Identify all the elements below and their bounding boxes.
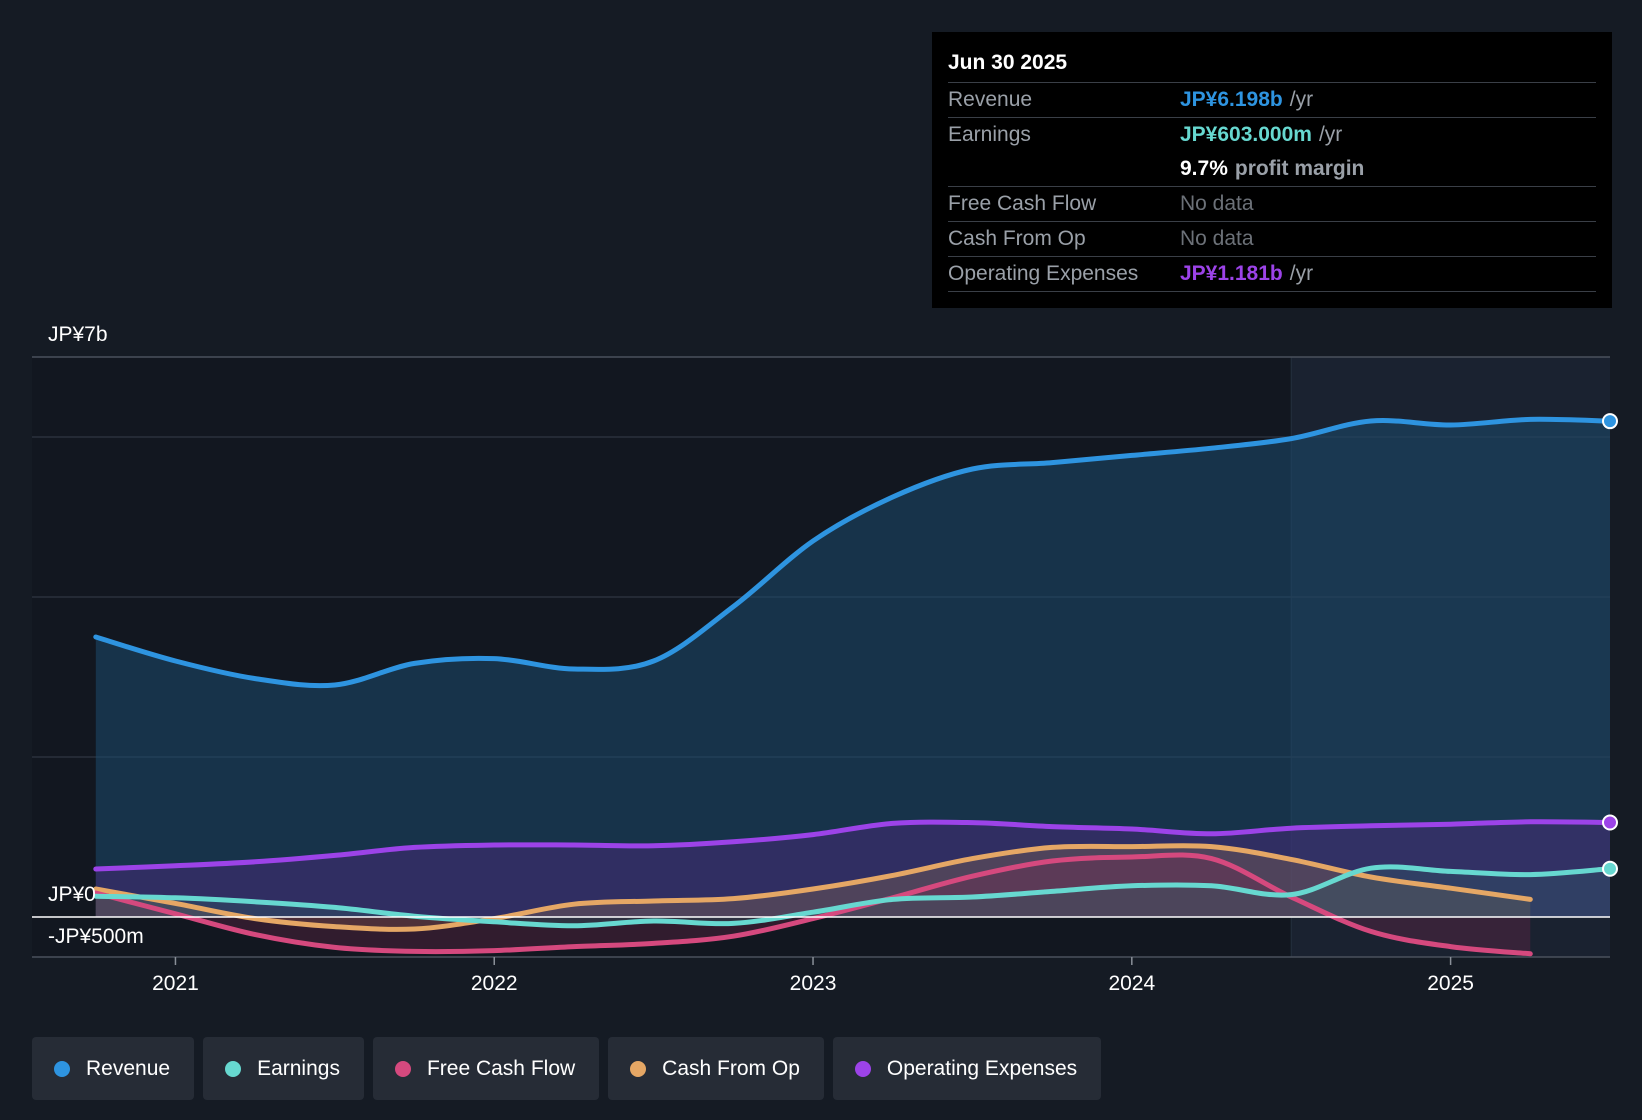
tooltip-opex-unit: /yr <box>1289 262 1314 285</box>
x-tick-label-2021: 2021 <box>152 972 199 995</box>
fcf-dot-icon <box>394 1060 411 1077</box>
earnings-area <box>95 866 1611 926</box>
tooltip-row-fcf: Free Cash Flow No data <box>948 187 1596 222</box>
operating-expenses-end-dot <box>1602 814 1618 831</box>
revenue-end-dot <box>1602 413 1618 430</box>
tooltip-margin-value: 9.7% <box>1180 157 1228 180</box>
legend-opex-label: Operating Expenses <box>886 1056 1078 1080</box>
y-label-zero: JP¥0 <box>48 883 96 906</box>
legend-cfo-label: Cash From Op <box>662 1056 800 1080</box>
tooltip-fcf-value: No data <box>1180 192 1254 215</box>
legend: Revenue Earnings Free Cash Flow Cash Fro… <box>32 1037 1110 1100</box>
tooltip-earnings-label: Earnings <box>948 123 1031 146</box>
cfo-dot-icon <box>630 1060 647 1077</box>
legend-item-cfo[interactable]: Cash From Op <box>608 1037 824 1100</box>
legend-item-opex[interactable]: Operating Expenses <box>832 1037 1102 1100</box>
tooltip-opex-label: Operating Expenses <box>948 262 1139 285</box>
legend-revenue-label: Revenue <box>86 1056 171 1080</box>
tooltip-margin-text: profit margin <box>1234 157 1365 180</box>
x-tick-label-2024: 2024 <box>1108 972 1155 995</box>
tooltip-row-revenue: Revenue JP¥6.198b/yr <box>948 83 1596 118</box>
legend-item-earnings[interactable]: Earnings <box>203 1037 364 1100</box>
legend-item-fcf[interactable]: Free Cash Flow <box>372 1037 600 1100</box>
tooltip-revenue-value: JP¥6.198b <box>1180 88 1283 111</box>
tooltip-opex-value: JP¥1.181b <box>1180 262 1283 285</box>
free-cash-flow-area <box>95 855 1531 954</box>
y-label-top: JP¥7b <box>48 323 108 346</box>
tooltip-earnings-value: JP¥603.000m <box>1180 123 1312 146</box>
opex-dot-icon <box>854 1060 871 1077</box>
revenue-dot-icon <box>54 1060 70 1077</box>
tooltip-cfo-value: No data <box>1180 227 1254 250</box>
legend-earnings-label: Earnings <box>257 1056 340 1080</box>
revenue-line <box>93 416 1613 689</box>
x-tick-label-2022: 2022 <box>471 972 518 995</box>
earnings-line <box>93 864 1613 929</box>
legend-fcf-label: Free Cash Flow <box>426 1056 576 1080</box>
tooltip-revenue-label: Revenue <box>948 88 1033 111</box>
tooltip-row-earnings: Earnings JP¥603.000m/yr <box>948 118 1596 152</box>
revenue-area <box>95 419 1611 917</box>
tooltip-revenue-unit: /yr <box>1289 88 1314 111</box>
earnings-end-dot <box>1602 860 1618 877</box>
tooltip-fcf-label: Free Cash Flow <box>948 192 1097 215</box>
tooltip-cfo-label: Cash From Op <box>948 227 1086 250</box>
tooltip-row-margin: 9.7% profit margin <box>948 152 1596 187</box>
operating-expenses-line <box>93 819 1613 872</box>
earnings-dot-icon <box>225 1060 242 1077</box>
tooltip-row-cfo: Cash From Op No data <box>948 222 1596 257</box>
legend-item-revenue[interactable]: Revenue <box>32 1037 195 1100</box>
cash-from-op-area <box>95 845 1531 930</box>
tooltip-row-opex: Operating Expenses JP¥1.181b/yr <box>948 257 1596 292</box>
tooltip-panel: Jun 30 2025 Revenue JP¥6.198b/yr Earning… <box>932 32 1612 308</box>
y-label-bottom: -JP¥500m <box>48 925 144 948</box>
x-tick-label-2023: 2023 <box>790 972 837 995</box>
cash-from-op-line <box>93 843 1533 932</box>
tooltip-date: Jun 30 2025 <box>948 46 1596 83</box>
x-tick-label-2025: 2025 <box>1427 972 1474 995</box>
tooltip-earnings-unit: /yr <box>1318 123 1343 146</box>
